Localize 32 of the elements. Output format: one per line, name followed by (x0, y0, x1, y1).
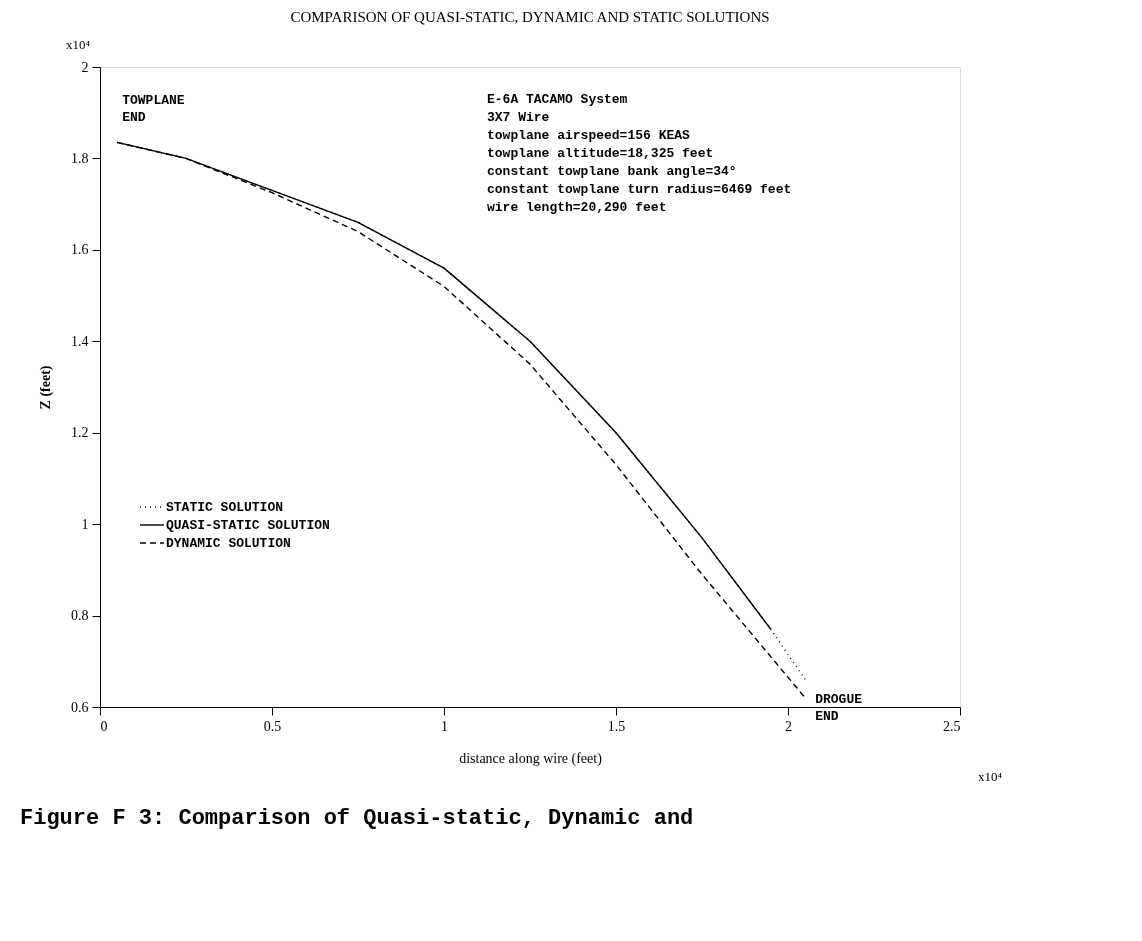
annotation: TOWPLANE END (122, 93, 185, 126)
x-tick-label: 2 (785, 718, 792, 734)
y-tick-label: 1.4 (71, 333, 89, 349)
y-tick-label: 2 (81, 59, 89, 75)
legend-label: STATIC SOLUTION (166, 500, 284, 515)
legend-label: DYNAMIC SOLUTION (166, 536, 291, 551)
annotation: wire length=20,290 feet (487, 200, 667, 215)
x-axis-title: distance along wire (feet) (459, 750, 603, 767)
y-axis-title: Z (feet) (38, 365, 54, 410)
y-tick-label: 1.2 (71, 425, 89, 441)
y-tick-label: 0.6 (71, 699, 89, 715)
x-tick-label: 1 (441, 718, 448, 734)
y-tick-label: 1.8 (71, 150, 89, 166)
annotation: constant towplane bank angle=34° (487, 164, 737, 179)
text: x10⁴ (65, 37, 91, 52)
text: x10⁴ (977, 769, 1003, 784)
x-tick-label: 0.5 (263, 718, 282, 734)
annotation: DROGUE END (815, 691, 863, 724)
legend-label: QUASI-STATIC SOLUTION (166, 518, 330, 533)
annotation: constant towplane turn radius=6469 feet (487, 182, 792, 197)
y-tick-label: 0.8 (71, 608, 89, 624)
annotation: towplane airspeed=156 KEAS (487, 128, 691, 143)
annotation: E-6A TACAMO System (487, 92, 628, 107)
y-tick-label: 1 (81, 516, 89, 532)
chart-title: COMPARISON OF QUASI-STATIC, DYNAMIC AND STATIC SOLUTIONS (290, 9, 770, 25)
annotation: towplane altitude=18,325 feet (487, 146, 714, 161)
x-tick-label: 0 (100, 718, 108, 734)
annotation: 3X7 Wire (487, 110, 550, 125)
x-tick-label: 2.5 (943, 718, 961, 734)
text: Figure F 3: Comparison of Quasi-static, Dynamic and (20, 806, 694, 831)
x-tick-label: 1.5 (607, 718, 626, 734)
y-tick-label: 1.6 (71, 242, 89, 258)
